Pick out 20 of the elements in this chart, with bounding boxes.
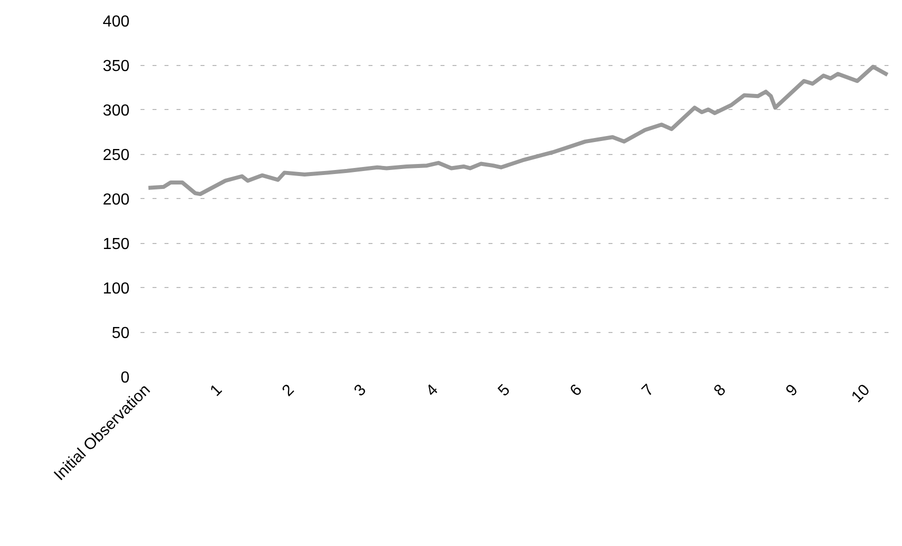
x-tick-label: 9 [783, 381, 802, 400]
y-tick-label: 150 [102, 236, 130, 253]
x-tick-label: 3 [351, 381, 370, 400]
y-tick-label: 300 [102, 102, 130, 120]
x-tick-label: 5 [495, 381, 514, 400]
y-tick-label: 0 [120, 370, 130, 386]
x-tick-label: 1 [207, 381, 226, 400]
x-tick-label: 7 [639, 381, 658, 400]
y-tick-label: 200 [102, 192, 130, 208]
x-tick-label: 4 [423, 381, 442, 400]
y-tick-label: 50 [112, 325, 130, 342]
y-tick-label: 100 [102, 280, 130, 298]
x-tick-label: 2 [279, 381, 298, 400]
x-tick-label: 6 [567, 381, 586, 400]
x-tick-label: 10 [848, 381, 874, 406]
x-tick-label: 8 [711, 381, 730, 400]
y-tick-label: 400 [102, 14, 130, 30]
y-tick-label: 350 [102, 58, 130, 75]
line-series [146, 64, 890, 196]
y-tick-label: 250 [102, 147, 130, 164]
